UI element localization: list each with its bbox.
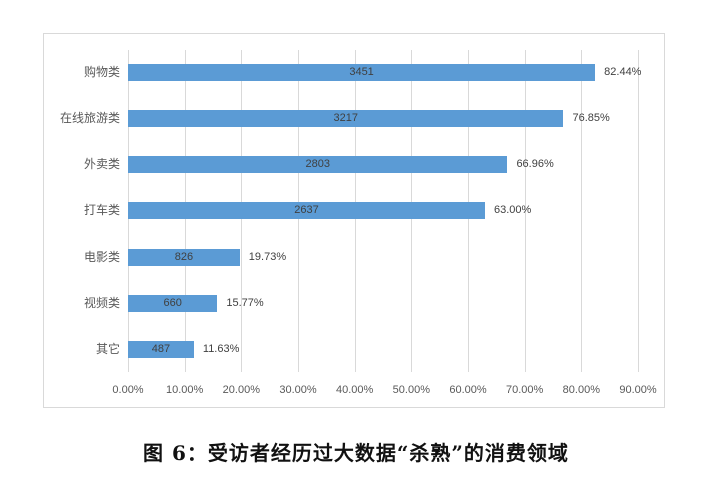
category-label: 打车类 <box>83 203 120 217</box>
bar-percent-label: 63.00% <box>494 204 532 216</box>
x-tick-label: 10.00% <box>166 384 204 396</box>
bar-percent-label: 76.85% <box>572 112 610 124</box>
bar-percent-label: 66.96% <box>516 158 554 170</box>
bar-count-label: 3451 <box>349 66 374 78</box>
bar: 2637 <box>128 202 485 219</box>
bar: 2803 <box>128 156 508 173</box>
gridline <box>638 50 639 372</box>
gridline <box>581 50 583 372</box>
gridline <box>524 50 526 372</box>
bar-percent-label: 82.44% <box>604 66 642 78</box>
category-label: 在线旅游类 <box>59 111 120 125</box>
bar: 3217 <box>128 110 564 127</box>
bar: 660 <box>128 295 218 312</box>
bar-count-label: 2803 <box>305 158 330 170</box>
x-tick-label: 20.00% <box>222 384 260 396</box>
bar-percent-label: 19.73% <box>248 251 287 263</box>
bar-count-label: 487 <box>151 343 171 355</box>
x-tick-label: 40.00% <box>336 384 374 396</box>
x-tick-label: 80.00% <box>562 384 600 396</box>
bar-count-label: 2637 <box>294 204 319 216</box>
bar: 3451 <box>128 64 596 81</box>
category-label: 外卖类 <box>83 157 120 171</box>
bar: 487 <box>128 341 194 358</box>
bar: 826 <box>128 249 240 266</box>
x-tick-label: 70.00% <box>506 384 544 396</box>
bar-count-label: 826 <box>174 251 194 263</box>
category-label: 视频类 <box>83 296 120 310</box>
bar-percent-label: 15.77% <box>226 297 264 309</box>
category-label: 其它 <box>95 342 120 356</box>
x-tick-label: 50.00% <box>392 384 430 396</box>
figure-caption: 图 6：受访者经历过大数据“杀熟”的消费领域 <box>143 441 569 465</box>
plot-area: 3451 82.44% 3217 76.85% 2803 66.96% 2637 63.00%… <box>128 50 642 372</box>
x-tick-label: 30.00% <box>279 384 317 396</box>
bar-count-label: 3217 <box>333 112 358 124</box>
category-label: 电影类 <box>83 250 120 264</box>
category-label: 购物类 <box>83 65 120 79</box>
x-tick-label: 0.00% <box>112 384 144 396</box>
x-tick-label: 90.00% <box>619 384 657 396</box>
bar-percent-label: 11.63% <box>202 343 240 355</box>
x-tick-label: 60.00% <box>449 384 487 396</box>
bar-count-label: 660 <box>163 297 182 309</box>
